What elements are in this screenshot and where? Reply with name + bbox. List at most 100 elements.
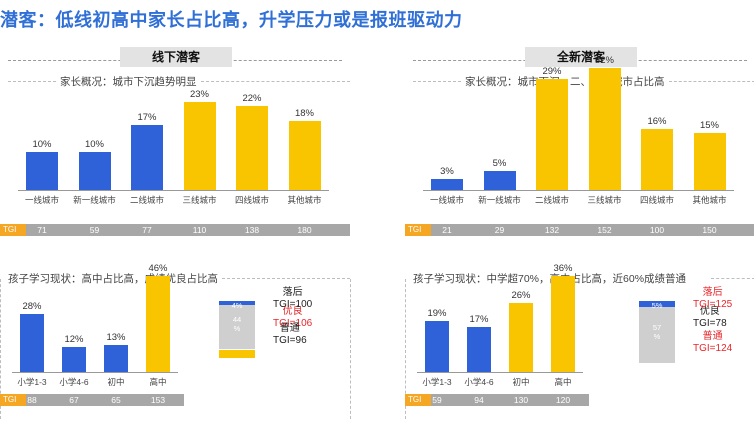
bar-value-label: 19% — [427, 308, 447, 320]
stacked-bar-tgi: TGI=124 — [693, 342, 733, 354]
tgi-tag: TGI — [0, 224, 26, 236]
stacked-bar-tgi: TGI=78 — [693, 318, 727, 329]
tgi-tag: TGI — [405, 224, 431, 236]
stacked-bar-segment: 4% — [219, 301, 255, 310]
bar-value-label: 15% — [699, 119, 719, 131]
category-label: 一线城市 — [429, 195, 464, 205]
stacked-bar-unit: % — [653, 331, 661, 341]
tgi-value: 132 — [544, 225, 560, 235]
bar — [536, 79, 568, 190]
category-label: 小学1-3 — [17, 377, 47, 387]
category-label: 新一线城市 — [478, 195, 521, 205]
category-label: 初中 — [107, 377, 125, 387]
bar — [20, 313, 44, 372]
section-divider — [413, 81, 461, 82]
x-axis-baseline — [18, 190, 329, 191]
category-label: 一线城市 — [24, 195, 59, 205]
tgi-value: 180 — [297, 225, 312, 235]
bar — [131, 125, 163, 190]
page-title: 潜客：低线初高中家长占比高，升学压力或是报班驱动力 — [0, 10, 463, 30]
tgi-value: 120 — [555, 395, 571, 405]
stacked-bar-tgi: TGI=100 — [273, 299, 313, 310]
bar — [641, 129, 673, 190]
stacked-bar-category: 优良 — [282, 306, 303, 317]
tgi-tag: TGI — [0, 394, 26, 406]
bar — [425, 321, 449, 372]
bar-value-label: 26% — [511, 289, 531, 301]
stacked-bar-category: 普通 — [702, 330, 723, 342]
section-title: 孩子学习现状：高中占比高，成绩优良占比高 — [8, 273, 218, 285]
tgi-value: 65 — [111, 395, 121, 405]
tgi-tag: TGI — [405, 394, 431, 406]
tgi-row: TGI 59 94 130 120 — [405, 394, 589, 406]
bar — [693, 132, 726, 190]
category-label: 高中 — [149, 377, 167, 387]
section-divider — [711, 278, 754, 279]
category-label: 小学4-6 — [464, 377, 494, 387]
tgi-value: 94 — [474, 395, 484, 405]
tgi-row: TGI 88 67 65 153 — [0, 394, 184, 406]
tgi-value: 150 — [702, 225, 717, 235]
category-label: 二线城市 — [534, 195, 569, 205]
stacked-bar-label: 普通 TGI=124 — [693, 331, 732, 355]
bar-value-label: 28% — [22, 300, 42, 312]
stacked-bar-segment: 5% — [639, 301, 675, 310]
bar-value-label: 17% — [469, 313, 489, 325]
tgi-value: 59 — [432, 395, 442, 405]
bar — [588, 68, 621, 190]
stacked-bar-category: 优良 — [699, 306, 720, 317]
section-divider-vertical — [405, 279, 406, 419]
tgi-value: 152 — [597, 225, 612, 235]
tgi-value: 130 — [513, 395, 529, 405]
stacked-bar-segment: 57% — [639, 301, 675, 365]
section-divider — [200, 81, 350, 82]
bar-value-label: 17% — [137, 112, 157, 124]
stacked-bar-label: 落后 TGI=100 — [273, 287, 312, 311]
tgi-value: 138 — [244, 225, 260, 235]
category-label: 四线城市 — [639, 195, 674, 205]
bar-value-label: 23% — [189, 89, 209, 101]
category-label: 小学1-3 — [422, 377, 452, 387]
section-title: 家长概况：城市下沉趋势明显 — [60, 76, 197, 88]
stacked-bar-unit: % — [233, 324, 241, 334]
bar — [146, 276, 170, 372]
bar-value-label: 22% — [242, 93, 262, 105]
category-label: 三线城市 — [587, 195, 622, 205]
stacked-bar-label: 优良 TGI=106 — [273, 306, 312, 330]
bar-value-label: 36% — [553, 263, 573, 274]
category-label: 其他城市 — [692, 195, 727, 205]
bar-value-label: 10% — [84, 138, 104, 150]
bar — [236, 106, 268, 190]
bar-value-label: 32% — [594, 55, 614, 66]
section-divider-vertical — [0, 279, 1, 419]
stacked-bar-segment: 44% — [219, 301, 255, 350]
bar — [483, 170, 516, 190]
tgi-value: 29 — [494, 225, 505, 235]
category-label: 其他城市 — [287, 195, 322, 205]
bar-value-label: 10% — [32, 138, 52, 150]
category-label: 新一线城市 — [73, 195, 116, 205]
tgi-value: 153 — [150, 395, 166, 405]
section-divider — [668, 81, 754, 82]
panel-header: 线下潜客 — [120, 47, 232, 67]
stacked-bar-tgi: TGI=96 — [273, 335, 307, 347]
category-label: 二线城市 — [129, 195, 164, 205]
category-label: 初中 — [512, 377, 530, 387]
tgi-value: 110 — [192, 225, 207, 235]
bar — [183, 102, 216, 190]
bar — [288, 121, 321, 190]
stacked-bar-value: 44 — [232, 315, 242, 325]
tgi-value: 88 — [27, 395, 37, 405]
stacked-bar-label: 普通 TGI=96 — [273, 323, 307, 347]
panel-offline-prospects: 线下潜客家长概况：城市下沉趋势明显 10% 一线城市 10% 新一线城市 17% 二线城市 2… — [0, 47, 351, 424]
stacked-bar-tgi: TGI=125 — [693, 299, 733, 310]
stacked-bar-category: 落后 — [702, 287, 723, 298]
bar-value-label: 18% — [294, 108, 314, 120]
section-divider-vertical — [350, 279, 351, 419]
bar-value-label: 3% — [440, 165, 454, 177]
bar — [467, 326, 491, 372]
category-label: 小学4-6 — [59, 377, 89, 387]
section-divider — [8, 81, 56, 82]
bar — [551, 276, 575, 372]
bar-value-label: 46% — [148, 263, 168, 274]
